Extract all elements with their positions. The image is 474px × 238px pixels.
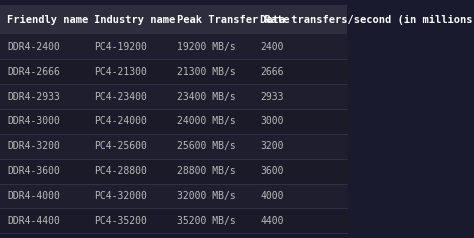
Text: 23400 MB/s: 23400 MB/s bbox=[177, 92, 236, 102]
Text: DDR4-2666: DDR4-2666 bbox=[7, 67, 60, 77]
Text: Friendly name: Friendly name bbox=[7, 15, 88, 25]
Text: 25600 MB/s: 25600 MB/s bbox=[177, 141, 236, 151]
Text: PC4-28800: PC4-28800 bbox=[94, 166, 146, 176]
FancyBboxPatch shape bbox=[0, 208, 347, 233]
Text: PC4-24000: PC4-24000 bbox=[94, 116, 146, 126]
Text: DDR4-4400: DDR4-4400 bbox=[7, 216, 60, 226]
Text: PC4-21300: PC4-21300 bbox=[94, 67, 146, 77]
Text: 28800 MB/s: 28800 MB/s bbox=[177, 166, 236, 176]
Text: Data transfers/second (in millions): Data transfers/second (in millions) bbox=[260, 15, 474, 25]
Text: PC4-35200: PC4-35200 bbox=[94, 216, 146, 226]
Text: PC4-23400: PC4-23400 bbox=[94, 92, 146, 102]
Text: PC4-19200: PC4-19200 bbox=[94, 42, 146, 52]
Text: DDR4-3000: DDR4-3000 bbox=[7, 116, 60, 126]
Text: 3600: 3600 bbox=[260, 166, 284, 176]
Text: 3200: 3200 bbox=[260, 141, 284, 151]
FancyBboxPatch shape bbox=[0, 183, 347, 208]
Text: 4000: 4000 bbox=[260, 191, 284, 201]
FancyBboxPatch shape bbox=[0, 35, 347, 59]
FancyBboxPatch shape bbox=[0, 134, 347, 159]
Text: Peak Transfer Rate: Peak Transfer Rate bbox=[177, 15, 290, 25]
Text: 3000: 3000 bbox=[260, 116, 284, 126]
Text: 2933: 2933 bbox=[260, 92, 284, 102]
Text: 32000 MB/s: 32000 MB/s bbox=[177, 191, 236, 201]
Text: 19200 MB/s: 19200 MB/s bbox=[177, 42, 236, 52]
Text: DDR4-2400: DDR4-2400 bbox=[7, 42, 60, 52]
Text: 4400: 4400 bbox=[260, 216, 284, 226]
Text: 35200 MB/s: 35200 MB/s bbox=[177, 216, 236, 226]
Text: PC4-25600: PC4-25600 bbox=[94, 141, 146, 151]
FancyBboxPatch shape bbox=[0, 159, 347, 183]
FancyBboxPatch shape bbox=[0, 109, 347, 134]
Text: PC4-32000: PC4-32000 bbox=[94, 191, 146, 201]
Text: 2666: 2666 bbox=[260, 67, 284, 77]
Text: DDR4-2933: DDR4-2933 bbox=[7, 92, 60, 102]
FancyBboxPatch shape bbox=[0, 59, 347, 84]
Text: 24000 MB/s: 24000 MB/s bbox=[177, 116, 236, 126]
FancyBboxPatch shape bbox=[0, 5, 347, 35]
Text: DDR4-3200: DDR4-3200 bbox=[7, 141, 60, 151]
FancyBboxPatch shape bbox=[0, 84, 347, 109]
Text: 21300 MB/s: 21300 MB/s bbox=[177, 67, 236, 77]
Text: DDR4-3600: DDR4-3600 bbox=[7, 166, 60, 176]
Text: DDR4-4000: DDR4-4000 bbox=[7, 191, 60, 201]
Text: Industry name: Industry name bbox=[94, 15, 175, 25]
Text: 2400: 2400 bbox=[260, 42, 284, 52]
